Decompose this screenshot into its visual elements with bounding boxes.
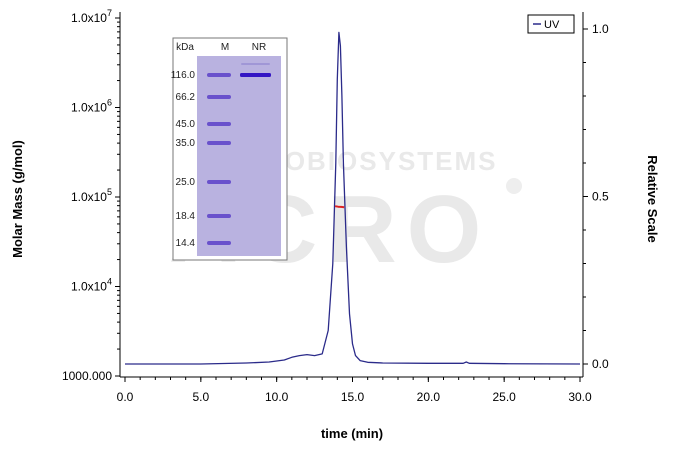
gel-lane-area — [197, 56, 281, 256]
x-tick-label: 30.0 — [568, 390, 592, 404]
plot-frame — [119, 12, 584, 378]
x-tick-label: 0.0 — [117, 390, 134, 404]
gel-marker-label: 14.4 — [176, 238, 196, 249]
y-left-axis: 1000.000 1.0x104 1.0x105 1.0x106 1.0x107 — [62, 8, 120, 383]
x-axis: 0.0 5.0 10.0 15.0 20.0 25.0 30.0 — [117, 377, 592, 404]
legend: UV — [527, 14, 575, 34]
gel-marker-band — [207, 214, 231, 218]
watermark-dot — [506, 178, 522, 194]
gel-faint-band — [241, 63, 270, 65]
gel-marker-label: 25.0 — [176, 177, 196, 188]
uv-series — [125, 31, 581, 365]
x-tick-label: 15.0 — [341, 390, 365, 404]
molar-mass-series — [334, 205, 345, 209]
gel-marker-label: 45.0 — [176, 119, 196, 130]
gel-marker-label: 116.0 — [171, 70, 196, 81]
gel-marker-label: 35.0 — [176, 138, 196, 149]
x-tick-label: 5.0 — [192, 390, 209, 404]
y-left-tick-label: 1.0x104 — [71, 277, 112, 294]
gel-marker-label: 18.4 — [176, 211, 196, 222]
x-axis-title: time (min) — [321, 426, 383, 441]
gel-marker-band — [207, 122, 231, 126]
y-left-tick-label: 1.0x106 — [71, 98, 112, 115]
x-tick-label: 20.0 — [417, 390, 441, 404]
x-tick-label: 10.0 — [265, 390, 289, 404]
y-left-axis-title: Molar Mass (g/mol) — [10, 140, 25, 258]
x-tick-label: 25.0 — [492, 390, 516, 404]
gel-header: kDa — [176, 42, 194, 53]
gel-header: M — [221, 42, 229, 53]
y-right-axis-title: Relative Scale — [645, 155, 660, 242]
y-right-axis: 0.0 0.5 1.0 — [583, 22, 609, 371]
y-left-tick-label: 1.0x105 — [71, 187, 112, 204]
y-left-tick-label: 1000.000 — [62, 369, 112, 383]
legend-label: UV — [544, 19, 560, 31]
gel-marker-band — [207, 73, 231, 77]
gel-sample-band — [240, 73, 271, 77]
gel-marker-band — [207, 95, 231, 99]
y-right-tick-label: 0.5 — [592, 190, 609, 204]
gel-inset: kDa M NR 116.0 66.2 45.0 35.0 25.0 18.4 14.4 — [171, 37, 288, 261]
legend-box — [527, 14, 575, 34]
y-right-tick-label: 1.0 — [592, 22, 609, 36]
gel-header: NR — [252, 42, 266, 53]
gel-marker-band — [207, 141, 231, 145]
y-left-tick-label: 1.0x107 — [71, 8, 112, 25]
gel-marker-band — [207, 180, 231, 184]
gel-marker-band — [207, 241, 231, 245]
y-right-tick-label: 0.0 — [592, 357, 609, 371]
series-layer — [125, 31, 581, 365]
gel-marker-label: 66.2 — [176, 92, 196, 103]
